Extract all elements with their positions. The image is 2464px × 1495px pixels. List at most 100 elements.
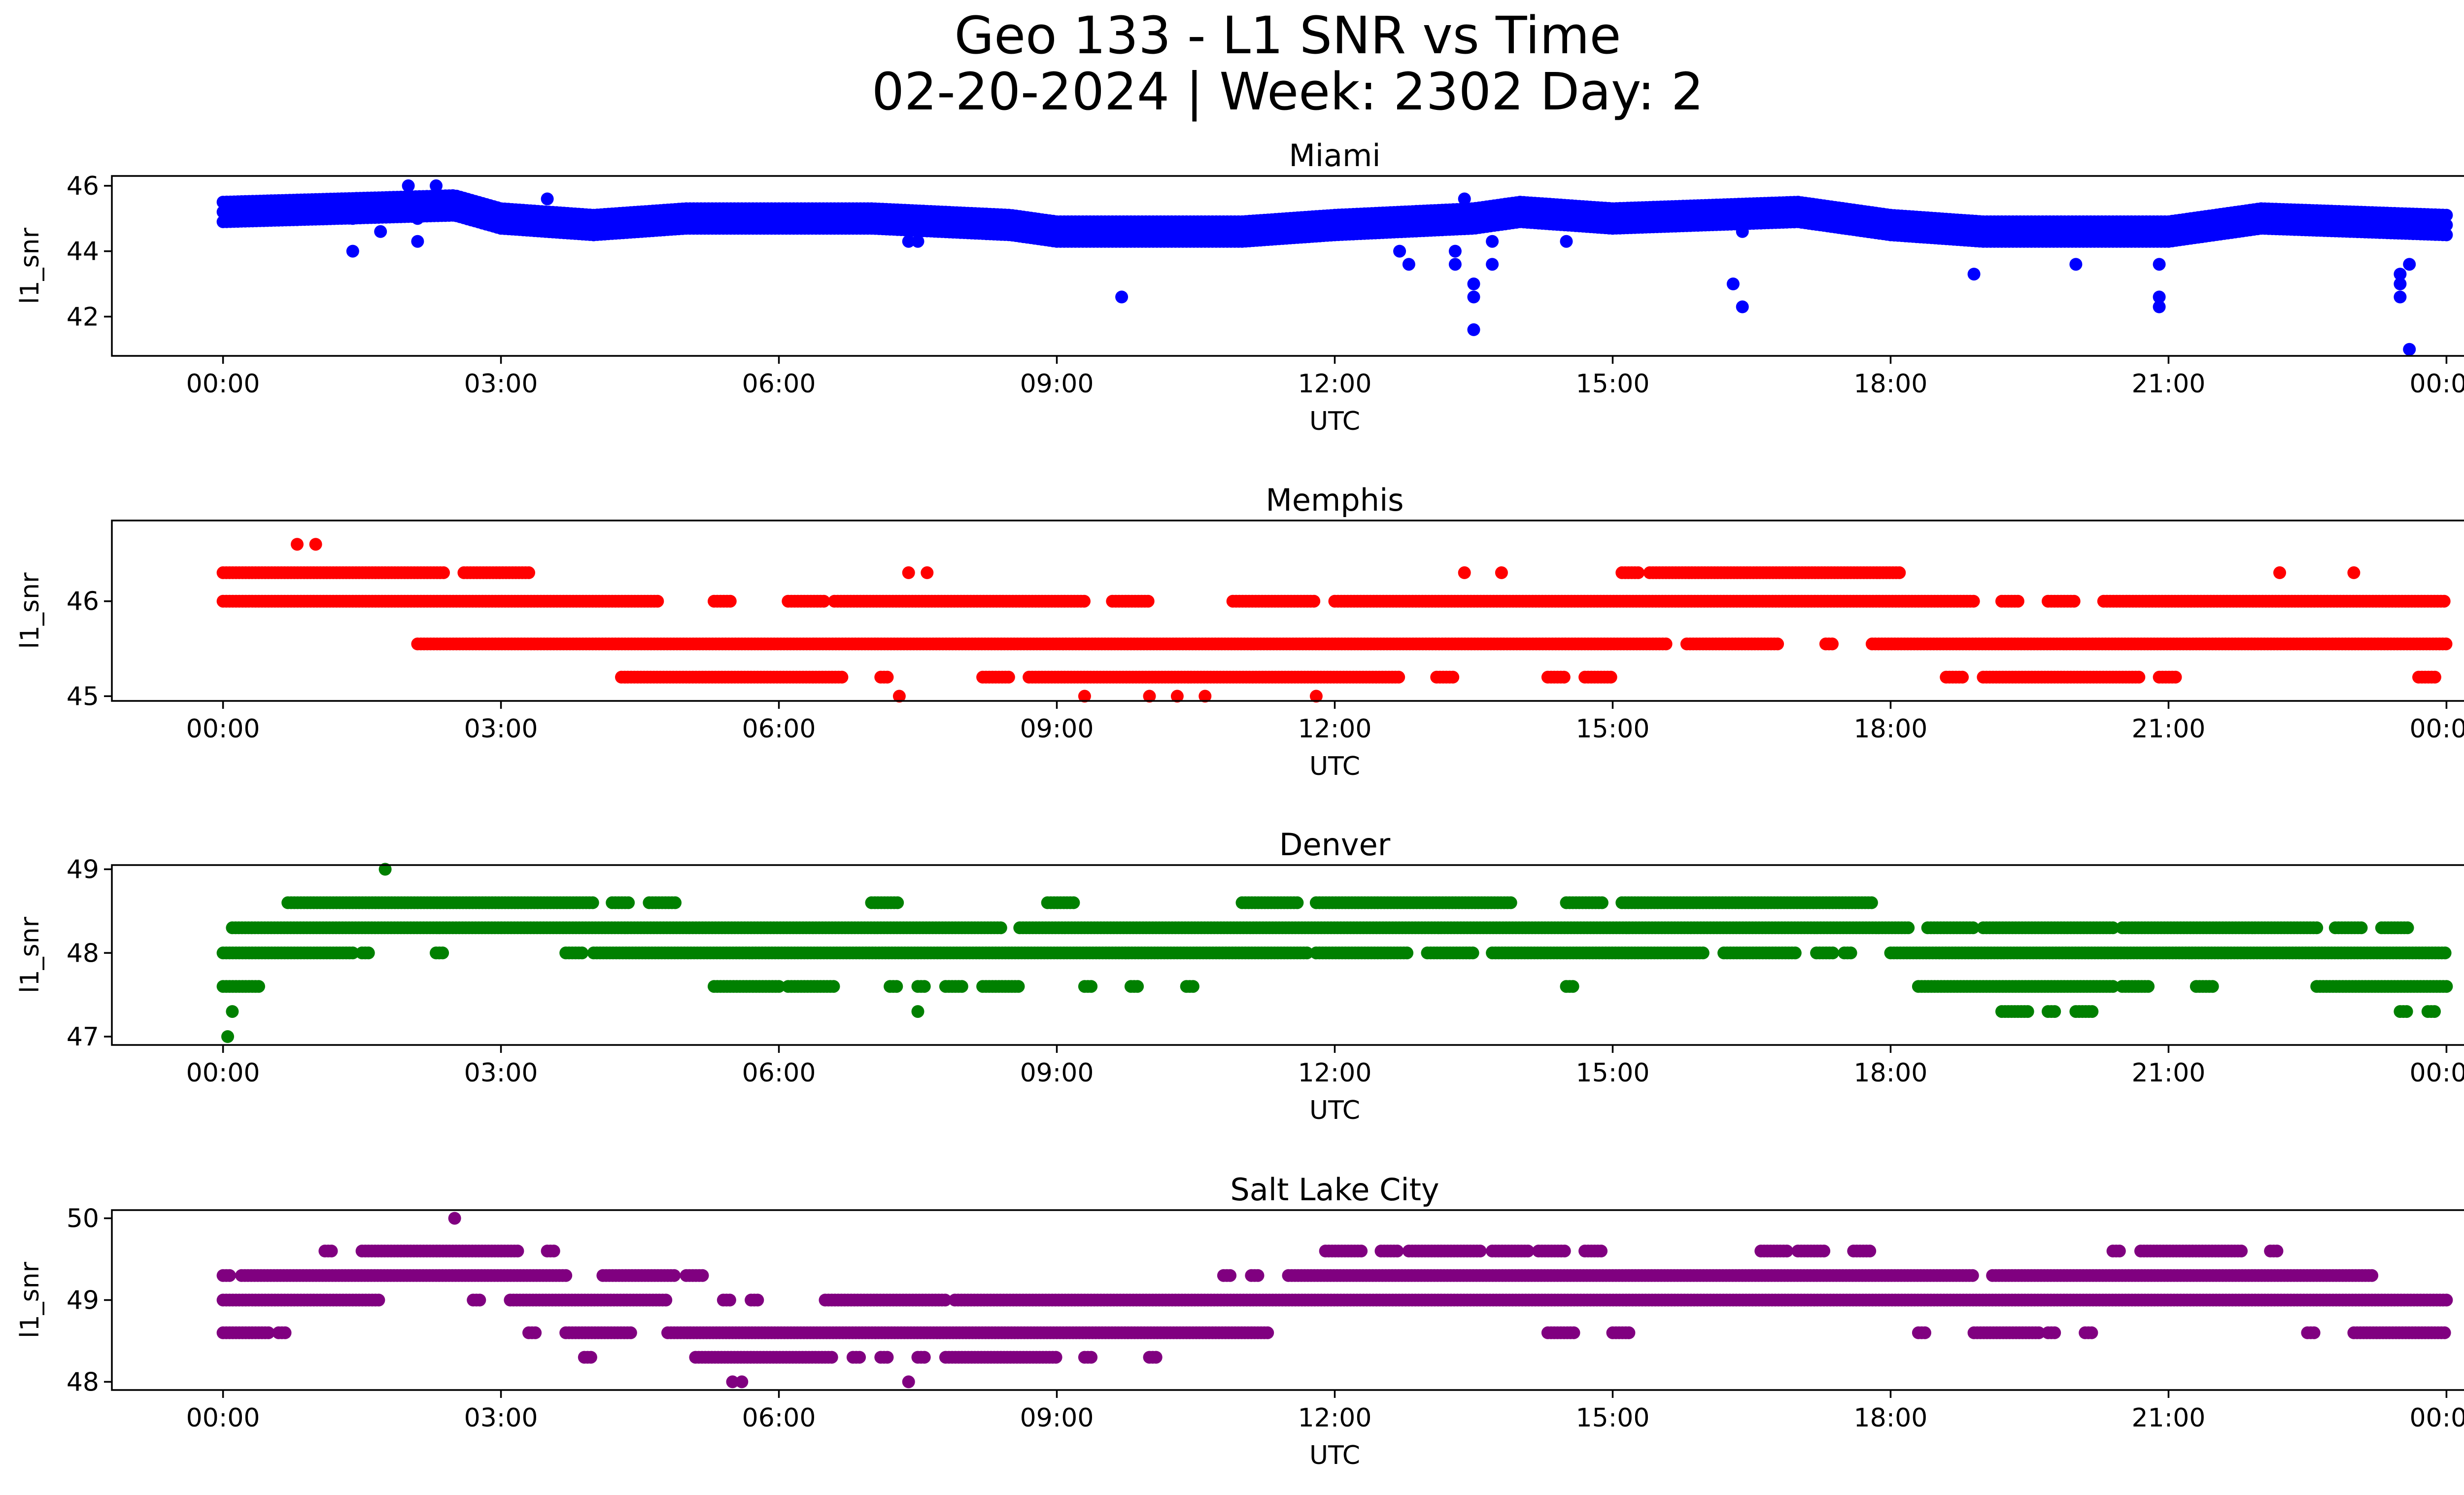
x-tick-label: 03:00	[464, 714, 538, 744]
x-tick-label: 15:00	[1576, 714, 1650, 744]
data-point	[1595, 896, 1608, 909]
data-point	[2403, 343, 2416, 356]
data-point	[1557, 670, 1571, 684]
y-axis-label: l1_snr	[15, 227, 45, 304]
subplot-title: Memphis	[1266, 482, 1403, 518]
y-tick-label: 45	[67, 682, 99, 711]
data-point	[291, 538, 304, 551]
data-point	[2403, 258, 2416, 271]
data-point	[1467, 323, 1480, 336]
data-point	[2069, 258, 2083, 271]
data-point	[346, 244, 359, 258]
data-point	[2153, 300, 2166, 313]
data-point	[309, 538, 322, 551]
data-point	[1726, 278, 1740, 290]
data-point	[622, 896, 635, 909]
scatter-series	[216, 179, 2453, 356]
data-point	[911, 235, 924, 248]
data-point	[346, 212, 359, 225]
x-tick-label: 00:00	[2409, 369, 2464, 399]
data-point	[436, 946, 449, 960]
data-point	[2394, 278, 2407, 290]
data-point	[1002, 670, 1015, 684]
data-point	[921, 566, 934, 579]
data-point	[1967, 594, 1980, 608]
data-point	[651, 594, 664, 608]
y-tick-label: 42	[67, 302, 99, 332]
data-point	[2401, 921, 2414, 935]
data-point	[723, 594, 737, 608]
x-tick-label: 03:00	[464, 369, 538, 399]
data-point	[2067, 594, 2081, 608]
data-point	[1736, 300, 1749, 313]
y-axis-label: l1_snr	[15, 572, 45, 649]
x-tick-label: 21:00	[2132, 714, 2206, 744]
data-point	[1844, 946, 1857, 960]
data-point	[1446, 670, 1460, 684]
x-tick-label: 00:00	[2409, 714, 2464, 744]
data-point	[1393, 244, 1406, 258]
data-point	[1659, 637, 1673, 651]
data-point	[541, 192, 554, 206]
data-point	[1467, 290, 1480, 304]
data-point	[1402, 258, 1415, 271]
data-point	[1467, 278, 1480, 290]
data-point	[362, 946, 375, 960]
x-axis: 00:00 03:00 06:00 09:00 12:00 15:00 18:00 21:00…	[186, 356, 2464, 436]
data-point	[374, 225, 387, 238]
data-point	[2439, 637, 2453, 651]
data-point	[1115, 290, 1129, 304]
data-point	[1632, 566, 1645, 579]
x-tick-label: 15:00	[1576, 369, 1650, 399]
data-point	[1448, 244, 1462, 258]
data-point	[994, 921, 1007, 935]
data-point	[411, 235, 424, 248]
y-axis: 45 46 l1_snr	[15, 572, 112, 711]
data-point	[1458, 192, 1471, 206]
x-tick-label: 09:00	[1020, 369, 1094, 399]
data-point	[576, 946, 589, 960]
data-point	[1486, 258, 1499, 271]
x-tick-label: 09:00	[1020, 714, 1094, 744]
y-tick-label: 46	[67, 587, 99, 617]
subplot-title: Denver	[1279, 827, 1391, 863]
data-point	[1826, 946, 1839, 960]
data-point	[881, 670, 894, 684]
x-tick-label: 21:00	[2132, 369, 2206, 399]
data-point	[2394, 290, 2407, 304]
data-point	[1771, 637, 1784, 651]
data-point	[2132, 670, 2146, 684]
data-point	[1956, 670, 1969, 684]
x-tick-label: 18:00	[1854, 369, 1928, 399]
data-point	[522, 566, 535, 579]
x-tick-label: 12:00	[1298, 369, 1372, 399]
data-point	[402, 179, 415, 192]
data-point	[1458, 566, 1471, 579]
data-point	[1560, 235, 1573, 248]
data-point	[1448, 258, 1462, 271]
data-point	[2437, 594, 2451, 608]
data-point	[1486, 235, 1499, 248]
x-axis-label: UTC	[1309, 407, 1360, 436]
x-axis-label: UTC	[1309, 752, 1360, 781]
data-point	[669, 896, 682, 909]
data-point	[1604, 670, 1617, 684]
data-point	[1401, 946, 1414, 960]
data-point	[1696, 946, 1710, 960]
data-point	[1067, 896, 1080, 909]
data-point	[2153, 258, 2166, 271]
data-point	[586, 896, 599, 909]
x-tick-label: 00:00	[186, 369, 260, 399]
data-point	[2011, 594, 2024, 608]
data-point	[430, 179, 443, 192]
data-point	[2440, 209, 2453, 222]
x-axis: 00:00 03:00 06:00 09:00 12:00 15:00 18:00 21:00…	[186, 701, 2464, 781]
data-point	[437, 566, 450, 579]
data-point	[1788, 946, 1802, 960]
data-point	[1495, 566, 1508, 579]
data-point	[2310, 921, 2324, 935]
